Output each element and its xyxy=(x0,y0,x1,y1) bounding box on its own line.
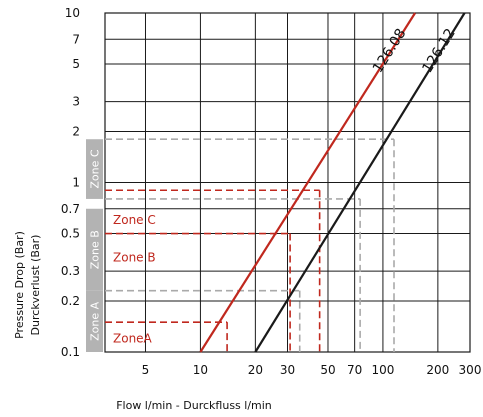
zone-bar-2 xyxy=(86,208,103,291)
y-tick-label-7: 3 xyxy=(72,95,80,109)
y-tick-label-4: 0.7 xyxy=(61,202,80,216)
x-tick-label-6: 100 xyxy=(371,363,394,377)
zone-side-label-2: Zone B xyxy=(89,230,102,269)
x-tick-label-2: 20 xyxy=(248,363,263,377)
x-tick-label-5: 70 xyxy=(347,363,362,377)
series-lines xyxy=(199,12,466,353)
x-tick-label-7: 200 xyxy=(426,363,449,377)
y-tick-label-1: 0.2 xyxy=(61,294,80,308)
x-axis-title: Flow l/min - Durckfluss l/min xyxy=(116,399,272,412)
guide-lines xyxy=(105,138,395,352)
zone-label-2: Zone B xyxy=(113,251,156,265)
y-axis-title-line-2: Durckverlust (Bar) xyxy=(29,235,42,336)
x-tick-label-4: 50 xyxy=(320,363,335,377)
tick-labels: 0.1 0.2 0.3 0.5 0.7 1 2 3 5 7 10 5 10 20 30 50 70 100 200 3… xyxy=(61,6,482,377)
y-tick-label-8: 5 xyxy=(72,57,80,71)
zone-bar-1 xyxy=(86,290,103,352)
y-tick-label-0: 0.1 xyxy=(61,345,80,359)
y-tick-label-6: 2 xyxy=(72,124,80,138)
y-tick-label-2: 0.3 xyxy=(61,264,80,278)
zone-side-label-1: Zone A xyxy=(89,301,102,341)
series-label-126.08: 126.08 xyxy=(370,26,410,76)
x-tick-label-0: 5 xyxy=(142,363,150,377)
zone-bars xyxy=(86,139,103,352)
y-tick-label-9: 7 xyxy=(72,32,80,46)
plot-frame xyxy=(104,12,471,353)
x-tick-label-8: 300 xyxy=(459,363,482,377)
zone-label-3: Zone C xyxy=(113,213,156,227)
chart-grid xyxy=(104,12,471,353)
series-line-126.08 xyxy=(199,12,416,353)
zone-label-1: ZoneA xyxy=(113,332,153,346)
y-tick-label-10: 10 xyxy=(65,6,80,20)
zone-labels: Zone A Zone B Zone C ZoneA Zone B Zone C xyxy=(89,149,156,345)
series-label-126.12: 126.12 xyxy=(419,26,458,76)
x-tick-label-1: 10 xyxy=(193,363,208,377)
series-line-126.12 xyxy=(254,12,466,353)
y-tick-label-3: 0.5 xyxy=(61,227,80,241)
y-axis-title-line-1: Pressure Drop (Bar) xyxy=(13,231,26,339)
x-tick-label-3: 30 xyxy=(280,363,295,377)
y-tick-label-5: 1 xyxy=(72,176,80,190)
zone-side-label-3: Zone C xyxy=(89,149,102,189)
zone-bar-3 xyxy=(86,139,103,199)
